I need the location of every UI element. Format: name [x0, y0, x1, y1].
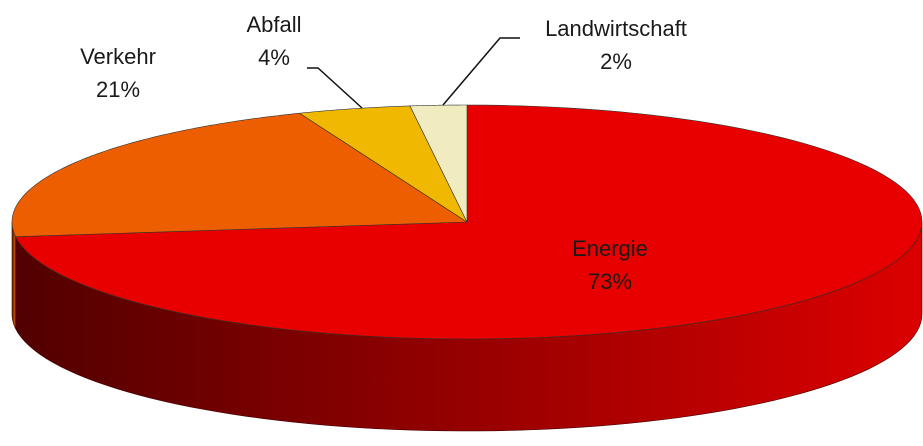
pie-side	[11, 221, 16, 329]
category-label: Energie	[572, 236, 648, 261]
pie-slice	[298, 105, 468, 223]
pie-slice	[409, 104, 468, 223]
pie-slice	[15, 104, 923, 340]
value-label: 2%	[600, 49, 632, 74]
category-label: Verkehr	[80, 44, 156, 69]
category-label: Landwirtschaft	[545, 16, 687, 41]
value-label: 4%	[258, 45, 290, 70]
category-label: Abfall	[246, 12, 301, 37]
leader-line	[307, 67, 363, 109]
leader-line	[442, 37, 520, 106]
pie-slice	[11, 112, 468, 237]
value-label: 21%	[96, 77, 140, 102]
value-label: 73%	[588, 269, 632, 294]
